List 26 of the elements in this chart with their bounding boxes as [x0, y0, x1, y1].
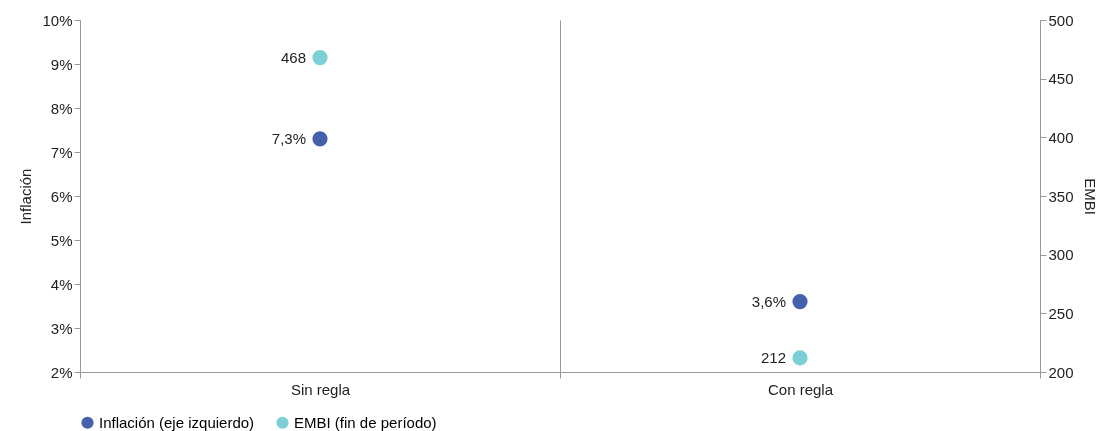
y-tick-label: 5%: [50, 231, 73, 249]
data-label: 7,3%: [271, 129, 306, 147]
y-tick-label: 8%: [50, 99, 73, 117]
y2-tick-label: 450: [1048, 70, 1074, 88]
legend-label: EMBI (fin de período): [294, 413, 437, 431]
y-axis-title: Inflación: [17, 168, 35, 225]
y2-tick-label: 500: [1048, 11, 1074, 29]
y2-tick-label: 400: [1048, 128, 1074, 146]
y2-axis-title: EMBI: [1081, 178, 1099, 215]
y-tick-label: 2%: [50, 363, 73, 381]
y-tick-label: 4%: [50, 275, 73, 293]
data-label: 468: [280, 48, 306, 66]
y2-tick-label: 300: [1048, 246, 1074, 264]
y-tick-label: 7%: [50, 143, 73, 161]
data-label: 212: [760, 348, 786, 366]
y-tick-label: 6%: [50, 187, 73, 205]
y-tick-label: 10%: [42, 11, 73, 29]
y-tick-label: 9%: [50, 55, 73, 73]
y2-tick-label: 200: [1048, 363, 1074, 381]
data-label: 3,6%: [751, 292, 786, 310]
x-tick-label: Con regla: [767, 380, 834, 398]
y-tick-label: 3%: [50, 319, 73, 337]
y2-tick-label: 250: [1048, 304, 1074, 322]
y2-tick-label: 350: [1048, 187, 1074, 205]
x-tick-label: Sin regla: [290, 380, 351, 398]
legend-label: Inflación (eje izquierdo): [99, 413, 255, 431]
